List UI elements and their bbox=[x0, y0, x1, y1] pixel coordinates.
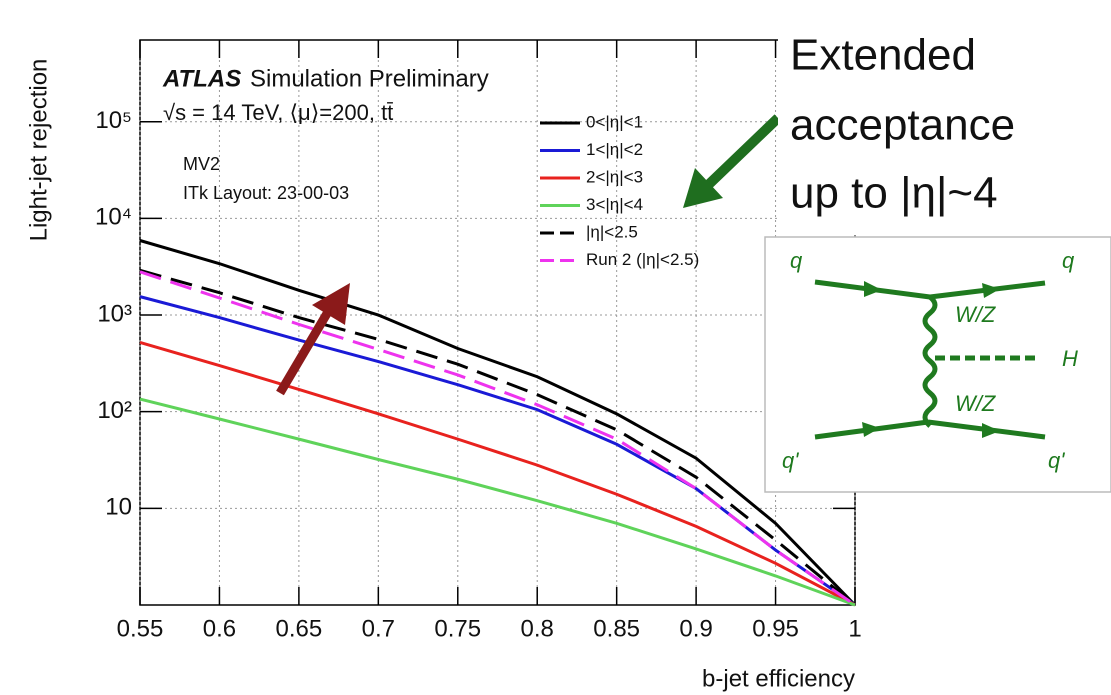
tagger-label: MV2 bbox=[183, 154, 220, 174]
legend-label: Run 2 (|η|<2.5) bbox=[586, 250, 699, 269]
diagram-label: W/Z bbox=[955, 391, 997, 416]
y-tick-label: 10 bbox=[105, 494, 132, 521]
callout-box bbox=[778, 28, 1111, 235]
y-tick-label: 10⁴ bbox=[95, 204, 132, 231]
green-arrow bbox=[683, 114, 782, 208]
diagram-label: q' bbox=[1048, 448, 1065, 473]
diagram-label: q bbox=[790, 248, 803, 273]
atlas-suffix: Simulation Preliminary bbox=[250, 65, 489, 92]
feynman-diagram: q q W/Z H W/Z q' q' bbox=[764, 236, 1111, 493]
series-line bbox=[139, 268, 856, 607]
diagram-label: H bbox=[1062, 346, 1078, 371]
callout-line: acceptance bbox=[790, 101, 1015, 150]
x-tick-label: 0.75 bbox=[434, 615, 481, 642]
x-tick-label: 0.95 bbox=[752, 615, 799, 642]
diagram-label: q' bbox=[782, 448, 799, 473]
x-tick-label: 0.7 bbox=[362, 615, 395, 642]
x-axis-label: b-jet efficiency bbox=[702, 665, 855, 692]
x-tick-label: 0.9 bbox=[679, 615, 712, 642]
series-line bbox=[139, 341, 856, 607]
x-tick-label: 0.6 bbox=[203, 615, 236, 642]
series-line bbox=[139, 397, 856, 607]
energy-label: √s = 14 TeV, ⟨μ⟩=200, tt̄ bbox=[163, 100, 393, 125]
y-tick-label: 10² bbox=[97, 397, 132, 424]
red-arrow bbox=[276, 283, 350, 396]
x-tick-label: 0.65 bbox=[276, 615, 323, 642]
x-tick-label: 0.85 bbox=[593, 615, 640, 642]
callout-line: Extended bbox=[790, 31, 976, 80]
legend-label: 2<|η|<3 bbox=[586, 167, 643, 186]
callout-line: up to |η|~4 bbox=[790, 169, 998, 218]
legend-label: |η|<2.5 bbox=[586, 222, 638, 241]
y-tick-label: 10⁵ bbox=[95, 107, 132, 134]
y-tick-label: 10³ bbox=[97, 300, 132, 327]
plot-area: 0.55 0.6 0.65 0.7 0.75 0.8 0.85 0.9 0.95 1 10 10² 10… bbox=[95, 40, 862, 642]
legend-label: 0<|η|<1 bbox=[586, 112, 643, 131]
legend: 0<|η|<1 1<|η|<2 2<|η|<3 3<|η|<4 |η|<2.5 Run 2… bbox=[540, 112, 699, 269]
series-line bbox=[139, 270, 856, 607]
layout-label: ITk Layout: 23-00-03 bbox=[183, 183, 349, 203]
x-tick-label: 0.55 bbox=[117, 615, 164, 642]
legend-label: 1<|η|<2 bbox=[586, 140, 643, 159]
y-axis-label: Light-jet rejection bbox=[25, 59, 52, 242]
x-tick-label: 0.8 bbox=[521, 615, 554, 642]
x-tick-label: 1 bbox=[848, 615, 861, 642]
diagram-label: q bbox=[1062, 248, 1075, 273]
atlas-label: ATLAS bbox=[162, 65, 241, 92]
series-line bbox=[139, 239, 857, 607]
legend-label: 3<|η|<4 bbox=[586, 195, 643, 214]
diagram-label: W/Z bbox=[955, 302, 997, 327]
